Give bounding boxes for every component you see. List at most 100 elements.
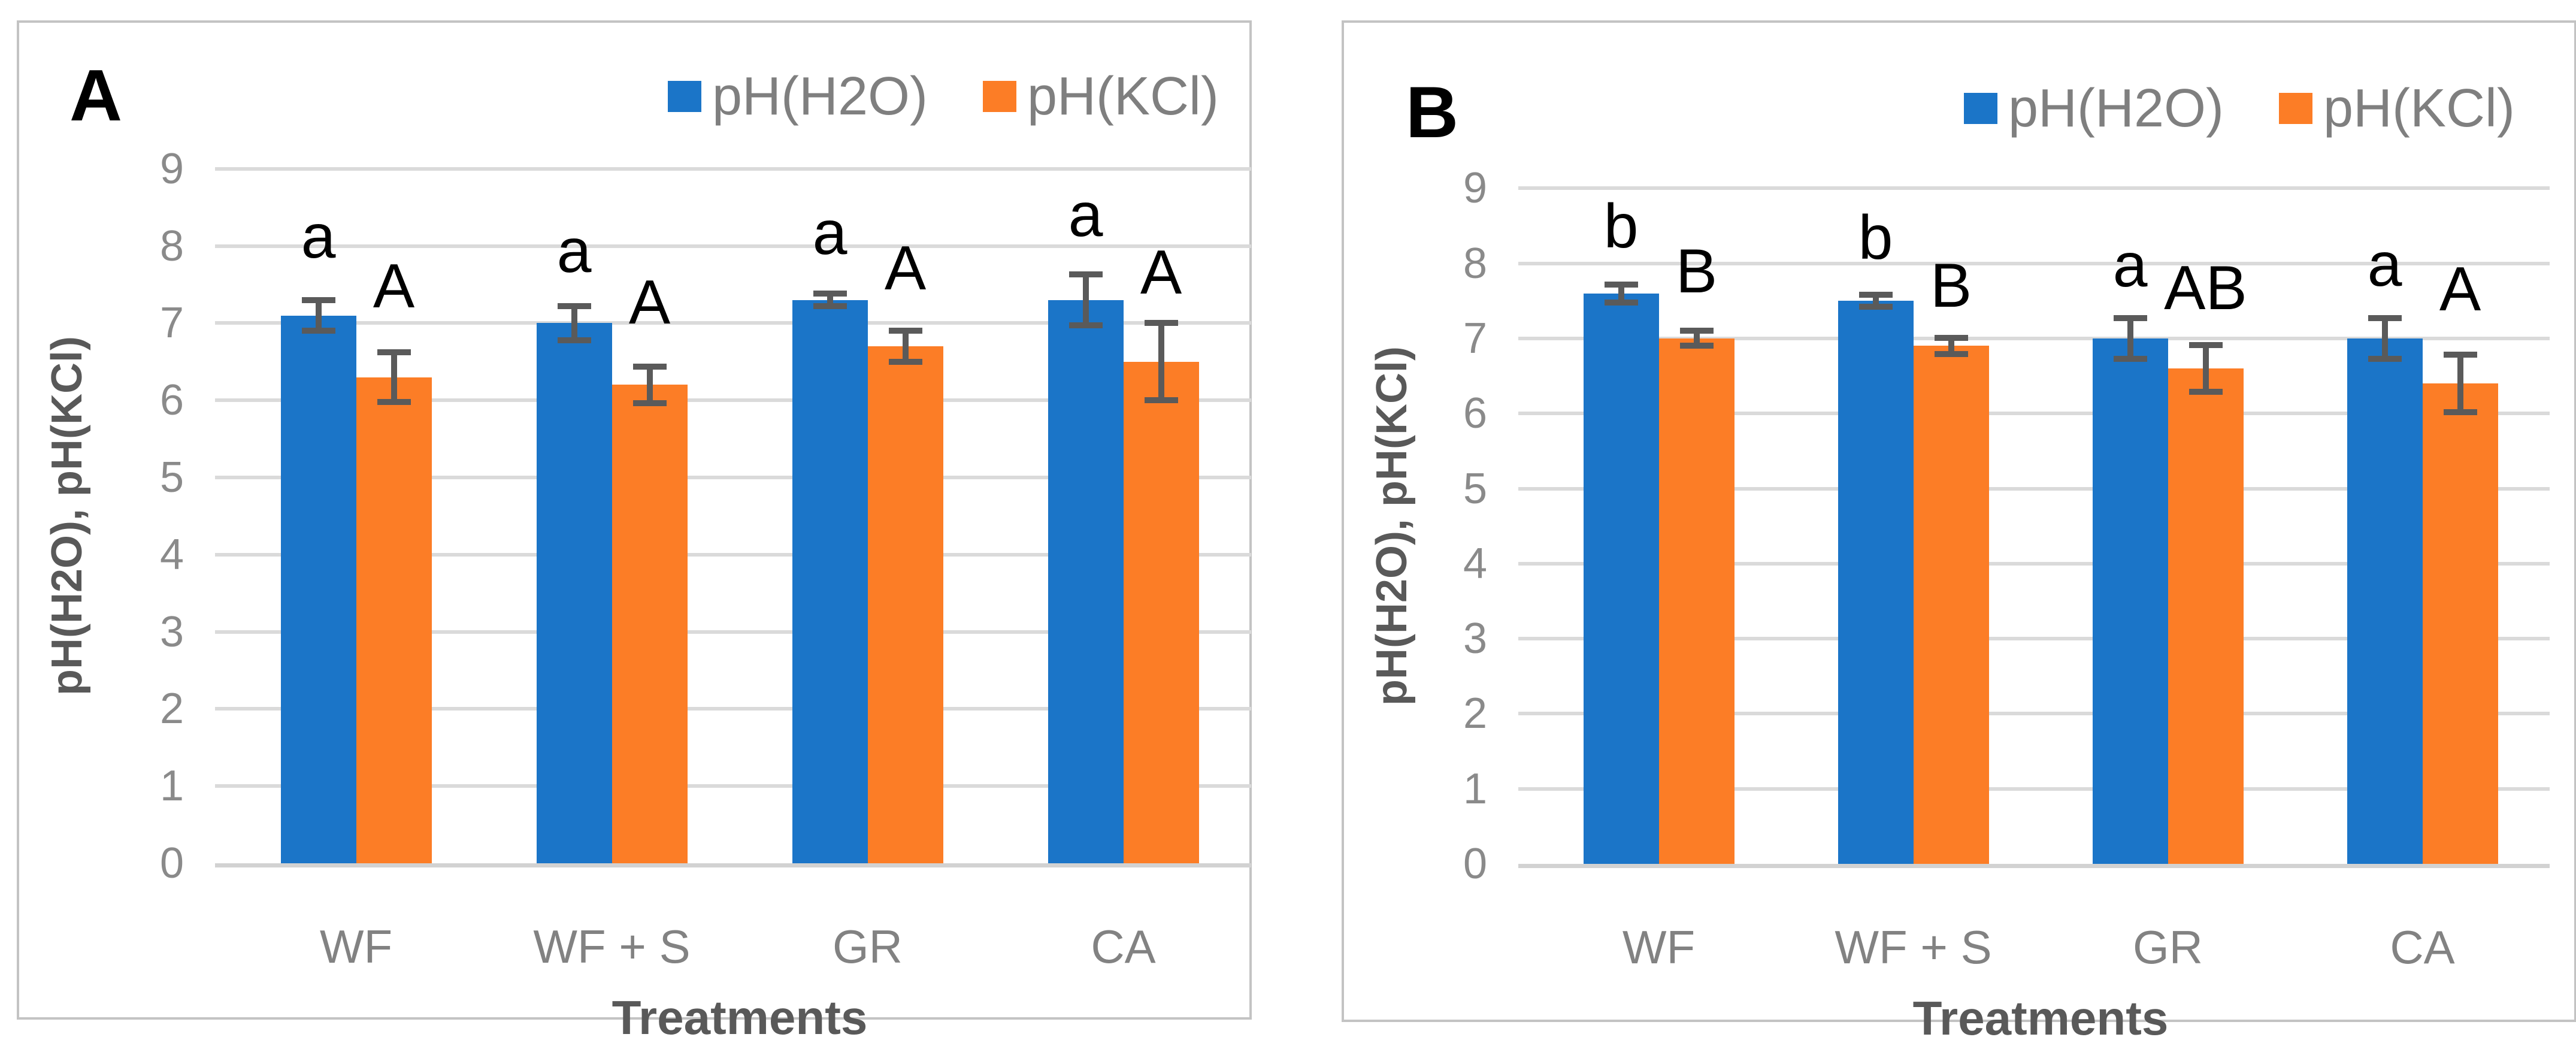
significance-letter: AB	[2164, 253, 2247, 323]
significance-letter: a	[2112, 230, 2148, 300]
significance-letter: a	[556, 216, 592, 286]
y-tick-label: 2	[159, 685, 184, 733]
error-bar-stem	[1948, 337, 1954, 355]
error-bar-stem	[391, 352, 397, 402]
error-bar-cap-bottom	[1144, 397, 1178, 404]
error-bar-cap-bottom	[2188, 388, 2223, 395]
bar-ph-kcl	[867, 346, 943, 863]
bar-ph-h2o	[1583, 293, 1659, 864]
error-bar-stem	[1872, 295, 1879, 307]
bar-ph-kcl	[2168, 368, 2244, 864]
error-bar-cap-bottom	[301, 328, 335, 334]
significance-letter: B	[1930, 250, 1972, 321]
significance-letter: a	[301, 202, 336, 272]
y-tick-label: 0	[159, 839, 184, 887]
gridline	[215, 244, 1251, 248]
bar-ph-kcl	[2422, 383, 2498, 864]
error-bar-stem	[2127, 318, 2133, 359]
legend-item-ph-h2o: pH(H2O)	[1963, 78, 2224, 138]
x-tick-label: CA	[1091, 920, 1156, 973]
y-tick-label: 9	[1463, 164, 1487, 213]
error-bar-stem	[571, 306, 577, 340]
y-tick-label: 4	[159, 530, 184, 579]
x-tick-label: GR	[833, 920, 903, 973]
legend-label: pH(H2O)	[2008, 78, 2224, 138]
legend: pH(H2O) pH(KCl)	[667, 66, 1219, 126]
panel-label: A	[69, 55, 123, 136]
y-tick-label: 6	[159, 376, 184, 425]
error-bar-cap-bottom	[1604, 299, 1638, 306]
error-bar-cap-top	[1679, 328, 1714, 334]
error-bar-stem	[2202, 345, 2209, 392]
x-tick-label: WF	[319, 920, 393, 973]
y-axis-title: pH(H2O), pH(KCl)	[43, 336, 91, 696]
y-axis-title: pH(H2O), pH(KCl)	[1368, 346, 1416, 706]
bar-ph-kcl	[1658, 338, 1735, 864]
y-tick-label: 7	[1463, 314, 1487, 362]
significance-letter: b	[1603, 191, 1639, 261]
error-bar-cap-bottom	[2113, 355, 2147, 362]
significance-letter: B	[1675, 236, 1718, 306]
error-bar-cap-top	[2188, 342, 2223, 349]
error-bar-stem	[646, 366, 653, 404]
y-tick-label: 5	[1463, 464, 1487, 513]
y-tick-label: 6	[1463, 389, 1487, 438]
gridline	[215, 630, 1251, 634]
legend-item-ph-h2o: pH(H2O)	[667, 69, 928, 123]
error-bar-stem	[1693, 331, 1700, 346]
bar-ph-kcl	[356, 377, 432, 863]
x-tick-label: WF	[1622, 921, 1696, 974]
gridline	[1518, 486, 2550, 491]
error-bar-cap-bottom	[1858, 304, 1893, 310]
error-bar-stem	[1618, 284, 1624, 303]
bar-ph-kcl	[1913, 346, 1989, 864]
gridline	[1518, 787, 2550, 791]
legend-color-swatch-ph-h2o	[1963, 93, 1997, 124]
error-bar-cap-top	[301, 297, 335, 303]
bar-ph-h2o	[2347, 338, 2423, 864]
bar-ph-h2o	[536, 323, 612, 863]
significance-letter: A	[1140, 237, 1182, 307]
significance-letter: A	[373, 251, 415, 321]
gridline	[1518, 561, 2550, 566]
y-tick-label: 5	[159, 454, 184, 501]
panel-label: B	[1406, 71, 1459, 153]
panel-a: A 0 1 2 3 4 5 6 7 8 9 a a a a A A A A WF WF + S GR CA Treatment…	[17, 20, 1252, 1040]
y-tick-label: 3	[159, 607, 184, 656]
error-bar-cap-bottom	[1679, 343, 1714, 349]
error-bar-cap-bottom	[888, 358, 922, 365]
gridline	[1518, 412, 2550, 416]
bar-ph-h2o	[2092, 338, 2168, 864]
gridline	[1518, 186, 2550, 191]
error-bar-stem	[827, 294, 833, 307]
error-bar-cap-top	[888, 328, 922, 334]
error-bar-cap-top	[1068, 271, 1103, 278]
legend-color-swatch-ph-h2o	[667, 81, 701, 112]
error-bar-cap-top	[2113, 315, 2147, 322]
legend-item-ph-kcl: pH(KCl)	[982, 66, 1219, 126]
significance-letter: a	[812, 198, 847, 268]
x-tick-label: CA	[2390, 921, 2455, 974]
gridline	[215, 552, 1251, 557]
error-bar-cap-bottom	[813, 303, 847, 310]
error-bar-cap-bottom	[1934, 351, 1968, 358]
gridline	[1518, 336, 2550, 340]
gridline	[1518, 261, 2550, 265]
error-bar-stem	[1082, 274, 1089, 326]
legend-label: pH(KCl)	[2323, 78, 2515, 138]
legend-color-swatch-ph-kcl	[982, 81, 1016, 112]
error-bar-cap-top	[1144, 320, 1178, 326]
significance-letter: A	[628, 267, 671, 337]
significance-letter: A	[2439, 255, 2481, 325]
significance-letter: a	[2367, 229, 2402, 300]
y-tick-label: 1	[159, 762, 184, 811]
y-tick-label: 0	[1463, 840, 1487, 888]
y-tick-label: 3	[1463, 615, 1487, 663]
gridline	[215, 707, 1251, 711]
legend: pH(H2O) pH(KCl)	[1963, 78, 2515, 138]
legend-label: pH(KCl)	[1027, 66, 1219, 126]
x-tick-label: WF + S	[533, 920, 691, 973]
gridline	[215, 398, 1251, 403]
error-bar-cap-bottom	[632, 400, 667, 407]
